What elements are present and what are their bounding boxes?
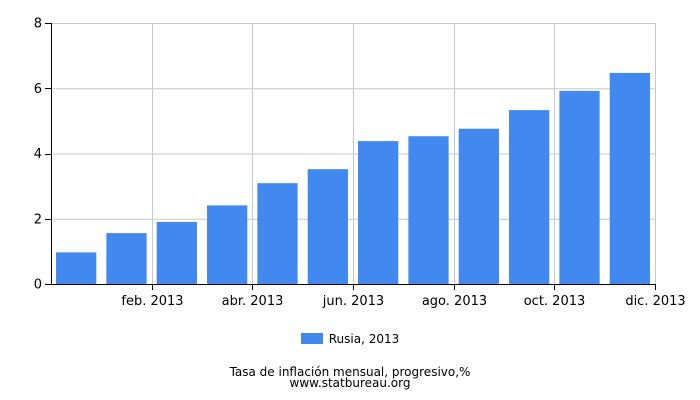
bar <box>358 141 399 284</box>
y-tick-label: 8 <box>34 17 42 32</box>
bar <box>458 128 499 284</box>
bar <box>559 90 600 284</box>
bar <box>56 252 97 284</box>
x-tick-label: dic. 2013 <box>625 294 685 309</box>
bar <box>408 136 449 284</box>
y-tick-label: 2 <box>34 212 42 227</box>
bar <box>509 110 550 284</box>
bar <box>106 233 147 284</box>
chart-caption: Tasa de inflación mensual, progresivo,% <box>229 365 471 379</box>
x-tick-label: jun. 2013 <box>322 294 384 309</box>
bar <box>207 205 248 284</box>
x-axis-ticks: feb. 2013 abr. 2013 jun. 2013 ago. 2013 oct.… <box>121 284 686 309</box>
legend-swatch <box>300 333 323 344</box>
x-tick-label: feb. 2013 <box>121 294 183 309</box>
bar <box>609 72 650 284</box>
legend-label: Rusia, 2013 <box>328 332 400 346</box>
grid-lines <box>51 23 656 284</box>
bar <box>257 183 298 284</box>
y-tick-label: 0 <box>34 278 42 293</box>
bar <box>307 169 348 284</box>
x-tick-label: oct. 2013 <box>524 294 586 309</box>
bar-chart: 0 2 4 6 8 feb. 2013 abr. 2013 jun. 2013 ago. 20… <box>34 17 686 310</box>
source-url: www.statbureau.org <box>289 376 411 390</box>
y-tick-label: 4 <box>34 147 42 162</box>
bars-group <box>56 72 650 284</box>
x-tick-label: ago. 2013 <box>422 294 487 309</box>
bar <box>156 222 197 284</box>
y-tick-label: 6 <box>34 82 42 97</box>
x-tick-label: abr. 2013 <box>222 294 284 309</box>
y-axis-ticks: 0 2 4 6 8 <box>34 17 51 293</box>
legend: Rusia, 2013 <box>0 332 700 346</box>
